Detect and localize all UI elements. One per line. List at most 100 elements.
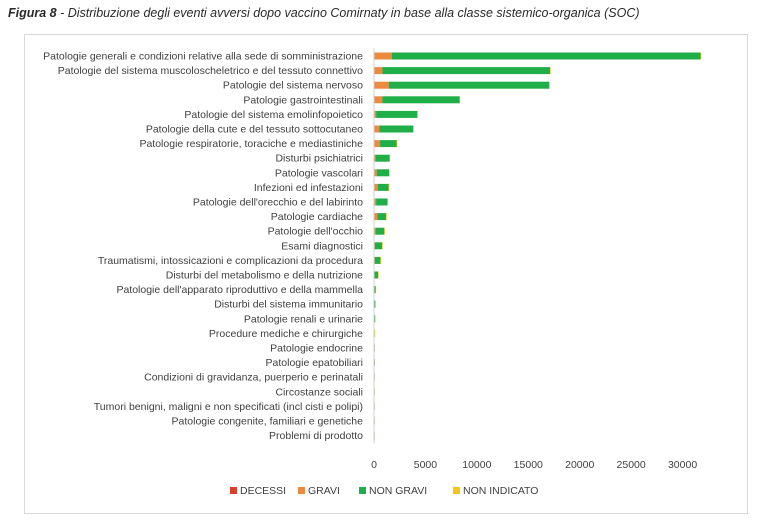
legend-swatch (298, 487, 305, 494)
bar-segment-non-indicato (374, 329, 376, 337)
category-label: Procedure mediche e chirurgiche (209, 328, 363, 340)
x-tick-label: 5000 (414, 459, 438, 471)
bar-segment-gravi (374, 213, 378, 221)
bar-segment-non-indicato (375, 286, 377, 294)
x-axis-ticks: 0 5000 10000 15000 20000 25000 30000 (371, 459, 697, 471)
bar-segment-non-gravi (379, 125, 414, 133)
bar-segment-non-gravi (382, 96, 460, 104)
x-tick-label: 10000 (462, 459, 491, 471)
figure-title: Figura 8 - Distribuzione degli eventi av… (8, 6, 640, 20)
bar-segment-gravi (374, 81, 389, 89)
category-label: Patologie renali e urinarie (244, 313, 363, 325)
bar-segment-non-indicato (387, 198, 388, 206)
figure-caption: - Distribuzione degli eventi avversi dop… (56, 6, 640, 20)
legend-swatch (230, 487, 237, 494)
bar-segment-non-indicato (388, 183, 390, 191)
category-label: Patologie epatobiliari (266, 357, 363, 369)
category-label: Patologie del sistema emolinfopoietico (184, 109, 363, 121)
category-label: Patologie della cute e del tessuto sotto… (146, 124, 363, 136)
bar-segment-non-gravi (375, 154, 390, 162)
bar-segment-non-gravi (377, 213, 387, 221)
legend-label: NON INDICATO (463, 485, 538, 497)
x-tick-label: 20000 (565, 459, 594, 471)
category-label: Patologie congenite, familiari e genetic… (172, 416, 364, 428)
category-label: Problemi di prodotto (269, 430, 363, 442)
category-label: Patologie respiratorie, toraciche e medi… (139, 138, 363, 150)
category-label: Patologie dell'orecchio e del labirinto (193, 197, 363, 209)
category-label: Patologie del sistema muscoloscheletrico… (58, 65, 363, 77)
category-label: Patologie gastrointestinali (243, 94, 363, 106)
bar-segment-non-indicato (380, 256, 382, 264)
category-label: Esami diagnostici (281, 240, 363, 252)
bar-stacks (374, 52, 702, 440)
bar-segment-non-gravi (380, 140, 397, 148)
category-labels: Patologie generali e condizioni relative… (43, 51, 363, 443)
legend-swatch (453, 487, 460, 494)
legend-label: GRAVI (308, 485, 340, 497)
bar-segment-non-gravi (374, 300, 376, 308)
category-label: Patologie dell'apparato riproduttivo e d… (116, 284, 363, 296)
bar-segment-non-indicato (459, 96, 461, 104)
x-tick-label: 25000 (617, 459, 646, 471)
category-label: Disturbi del sistema immunitario (214, 299, 363, 311)
bar-segment-non-gravi (376, 110, 418, 118)
bar-segment-gravi (374, 169, 377, 177)
bar-segment-non-gravi (377, 183, 389, 191)
x-tick-label: 0 (371, 459, 377, 471)
category-label: Tumori benigni, maligni e non specificat… (94, 401, 363, 413)
bar-segment-non-gravi (392, 52, 701, 60)
bar-segment-gravi (374, 125, 380, 133)
legend: DECESSI GRAVI NON GRAVI NON INDICATO (230, 485, 538, 497)
category-label: Patologie cardiache (271, 211, 363, 223)
bar-segment-gravi (374, 154, 376, 162)
bar-segment-non-indicato (396, 140, 398, 148)
x-tick-label: 15000 (514, 459, 543, 471)
category-label: Infezioni ed infestazioni (254, 182, 363, 194)
bar-segment-non-indicato (417, 110, 418, 118)
bar-segment-non-indicato (386, 213, 387, 221)
bar-segment-non-indicato (550, 67, 551, 75)
bar-segment-non-indicato (549, 81, 550, 89)
bar-segment-non-gravi (374, 315, 375, 323)
bar-segment-non-indicato (374, 315, 376, 323)
legend-swatch (359, 487, 366, 494)
bar-segment-non-gravi (376, 198, 388, 206)
bar-segment-non-indicato (384, 227, 385, 235)
bar-segment-non-indicato (382, 242, 383, 250)
bar-segment-gravi (374, 183, 378, 191)
category-label: Disturbi psichiatrici (275, 153, 363, 165)
bar-segment-non-indicato (700, 52, 702, 60)
bar-segment-gravi (374, 96, 383, 104)
chart-frame (24, 34, 748, 514)
bar-segment-non-indicato (375, 300, 376, 308)
bar-segment-non-gravi (374, 242, 383, 250)
category-label: Patologie generali e condizioni relative… (43, 51, 363, 63)
bar-segment-gravi (374, 198, 377, 206)
bar-segment-non-indicato (413, 125, 414, 133)
category-label: Circostanze sociali (275, 386, 363, 398)
category-label: Patologie dell'occhio (268, 226, 364, 238)
legend-label: DECESSI (240, 485, 286, 497)
bar-segment-non-gravi (382, 67, 551, 75)
legend-label: NON GRAVI (369, 485, 427, 497)
bar-segment-gravi (374, 110, 377, 118)
category-label: Patologie endocrine (270, 343, 363, 355)
bar-segment-gravi (374, 140, 381, 148)
bar-segment-gravi (374, 227, 376, 235)
x-tick-label: 30000 (668, 459, 697, 471)
bar-segment-non-gravi (376, 169, 390, 177)
category-label: Patologie del sistema nervoso (223, 80, 363, 92)
figure-number: Figura 8 (8, 6, 57, 20)
category-label: Condizioni di gravidanza, puerperio e pe… (144, 372, 363, 384)
bar-segment-non-gravi (375, 227, 385, 235)
bar-segment-gravi (374, 52, 392, 60)
bar-segment-non-indicato (378, 271, 379, 279)
bar-segment-non-gravi (374, 256, 381, 264)
bar-segment-non-gravi (374, 271, 379, 279)
bar-segment-non-indicato (389, 154, 391, 162)
bar-segment-gravi (374, 67, 383, 75)
bar-segment-non-gravi (388, 81, 550, 89)
category-label: Traumatismi, intossicazioni e complicazi… (98, 255, 363, 267)
bar-segment-non-indicato (389, 169, 390, 177)
